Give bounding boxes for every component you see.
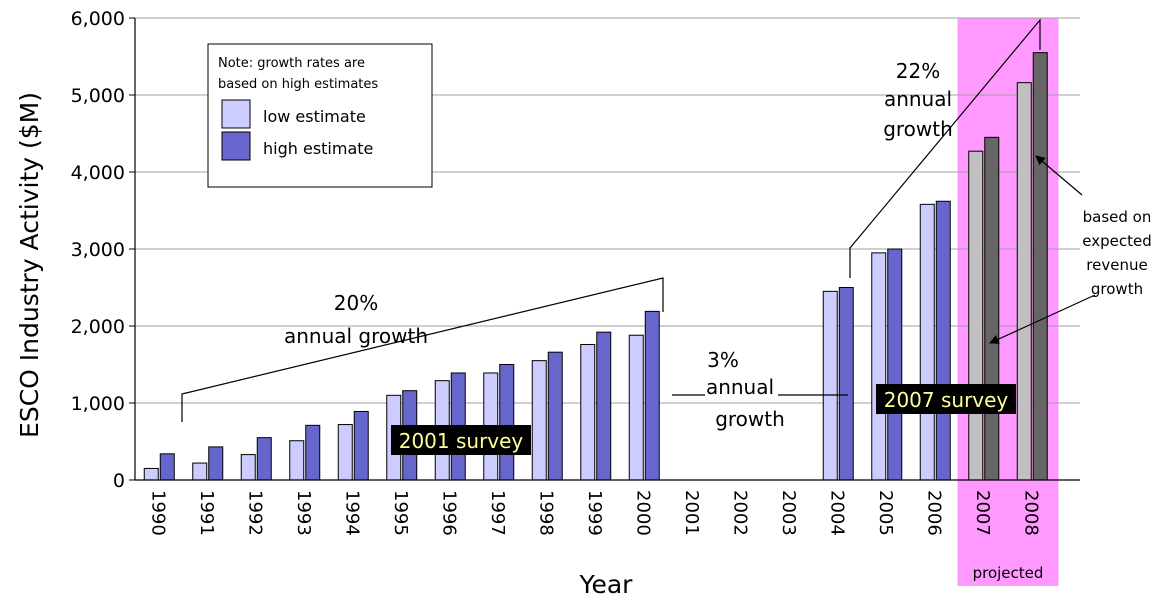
bar-high-2005 [887,248,903,481]
growth-pct-2004-2008: 22% [896,59,940,83]
x-tick-label-2002: 2002 [729,490,750,536]
bar-high-1991 [208,446,224,481]
y-tick-label: 3,000 [71,239,125,261]
annotations: 20% annual growth 3% annual growth 22% annual g… [181,18,1152,455]
bar-high-1997 [499,364,515,481]
bar-high-2004 [838,287,854,481]
bar-high-1998 [547,351,563,481]
growth-text1-2000-2004: annual [706,375,774,399]
y-tick-label: 2,000 [71,316,125,338]
bar-low-2000 [628,334,644,481]
legend-note-line1: Note: growth rates are [218,56,365,71]
y-tick-label: 1,000 [71,393,125,415]
x-tick-label-2006: 2006 [923,490,944,536]
legend-label-high: high estimate [263,139,373,158]
x-tick-label-2000: 2000 [632,490,653,536]
growth-text2-2004-2008: growth [883,117,953,141]
x-tick-label-2008: 2008 [1020,490,1041,536]
legend-swatch-high [221,131,251,161]
bar-low-2006 [919,203,935,481]
revenue-note-line: expected [1082,232,1151,250]
x-tick-label-2001: 2001 [681,490,702,536]
arrow-to-2007 [989,294,1096,344]
x-tick-label-1997: 1997 [487,490,508,536]
x-tick-label-2004: 2004 [826,490,847,536]
growth-text2-2000-2004: growth [715,407,785,431]
survey-2001-box [391,425,531,455]
bar-high-2007 [984,136,1000,481]
bar-high-2000 [644,310,660,481]
projected-label: projected [973,564,1044,582]
legend: Note: growth rates are based on high esti… [207,43,433,188]
revenue-note-line: based on [1083,208,1152,226]
y-tick-label: 6,000 [71,8,125,30]
bar-low-2004 [822,290,838,481]
y-tick-label: 5,000 [71,85,125,107]
bar-high-2006 [935,200,951,481]
growth-bracket-2004-2008 [849,18,1041,278]
x-tick-label-1992: 1992 [244,490,265,536]
y-axis-title: ESCO Industry Activity ($M) [15,92,44,438]
survey-2007-box [876,384,1016,414]
legend-note-line2: based on high estimates [218,77,378,92]
bar-high-2008 [1032,52,1048,481]
survey-2001-label: 2001 survey [399,429,524,453]
bar-high-1990 [159,453,175,481]
bar-low-1993 [289,440,305,481]
x-tick-label-1995: 1995 [390,490,411,536]
bar-low-2005 [871,252,887,481]
growth-text-1990-2000: annual growth [284,324,428,348]
x-tick-label-1993: 1993 [293,490,314,536]
bar-low-2007 [968,150,984,481]
bar-low-1999 [580,343,596,481]
bar-low-1991 [192,462,208,481]
x-tick-label-1991: 1991 [196,490,217,536]
bar-high-1999 [596,331,612,481]
legend-swatch-low [221,99,251,129]
x-tick-label-2003: 2003 [778,490,799,536]
bar-low-1990 [143,467,159,481]
bar-high-1994 [353,410,369,481]
axes: 0 1,000 2,000 3,000 4,000 5,000 6,000 1990 1991 1… [71,8,1080,536]
bar-low-2008 [1016,82,1032,481]
bar-low-1994 [337,424,353,481]
y-tick-label: 4,000 [71,162,125,184]
growth-pct-1990-2000: 20% [334,291,378,315]
growth-bracket-1990-2000 [181,277,664,422]
bar-high-1993 [305,424,321,481]
legend-label-low: low estimate [263,107,366,126]
x-tick-label-1990: 1990 [147,490,168,536]
x-tick-label-1999: 1999 [584,490,605,536]
x-tick-label-2007: 2007 [972,490,993,536]
revenue-note-line: revenue [1086,256,1147,274]
bar-low-1992 [240,454,256,481]
y-tick-label: 0 [113,470,125,492]
bar-low-1998 [531,360,547,481]
growth-pct-2000-2004: 3% [707,348,739,372]
survey-2007-label: 2007 survey [884,388,1009,412]
x-tick-label-1996: 1996 [438,490,459,536]
x-tick-label-2005: 2005 [875,490,896,536]
revenue-note-line: growth [1091,280,1143,298]
bar-high-1992 [256,437,272,481]
x-tick-label-1998: 1998 [535,490,556,536]
x-axis-title: Year [579,570,634,599]
x-tick-label-1994: 1994 [341,490,362,536]
arrow-to-2008 [1035,155,1083,196]
growth-text1-2004-2008: annual [884,87,952,111]
